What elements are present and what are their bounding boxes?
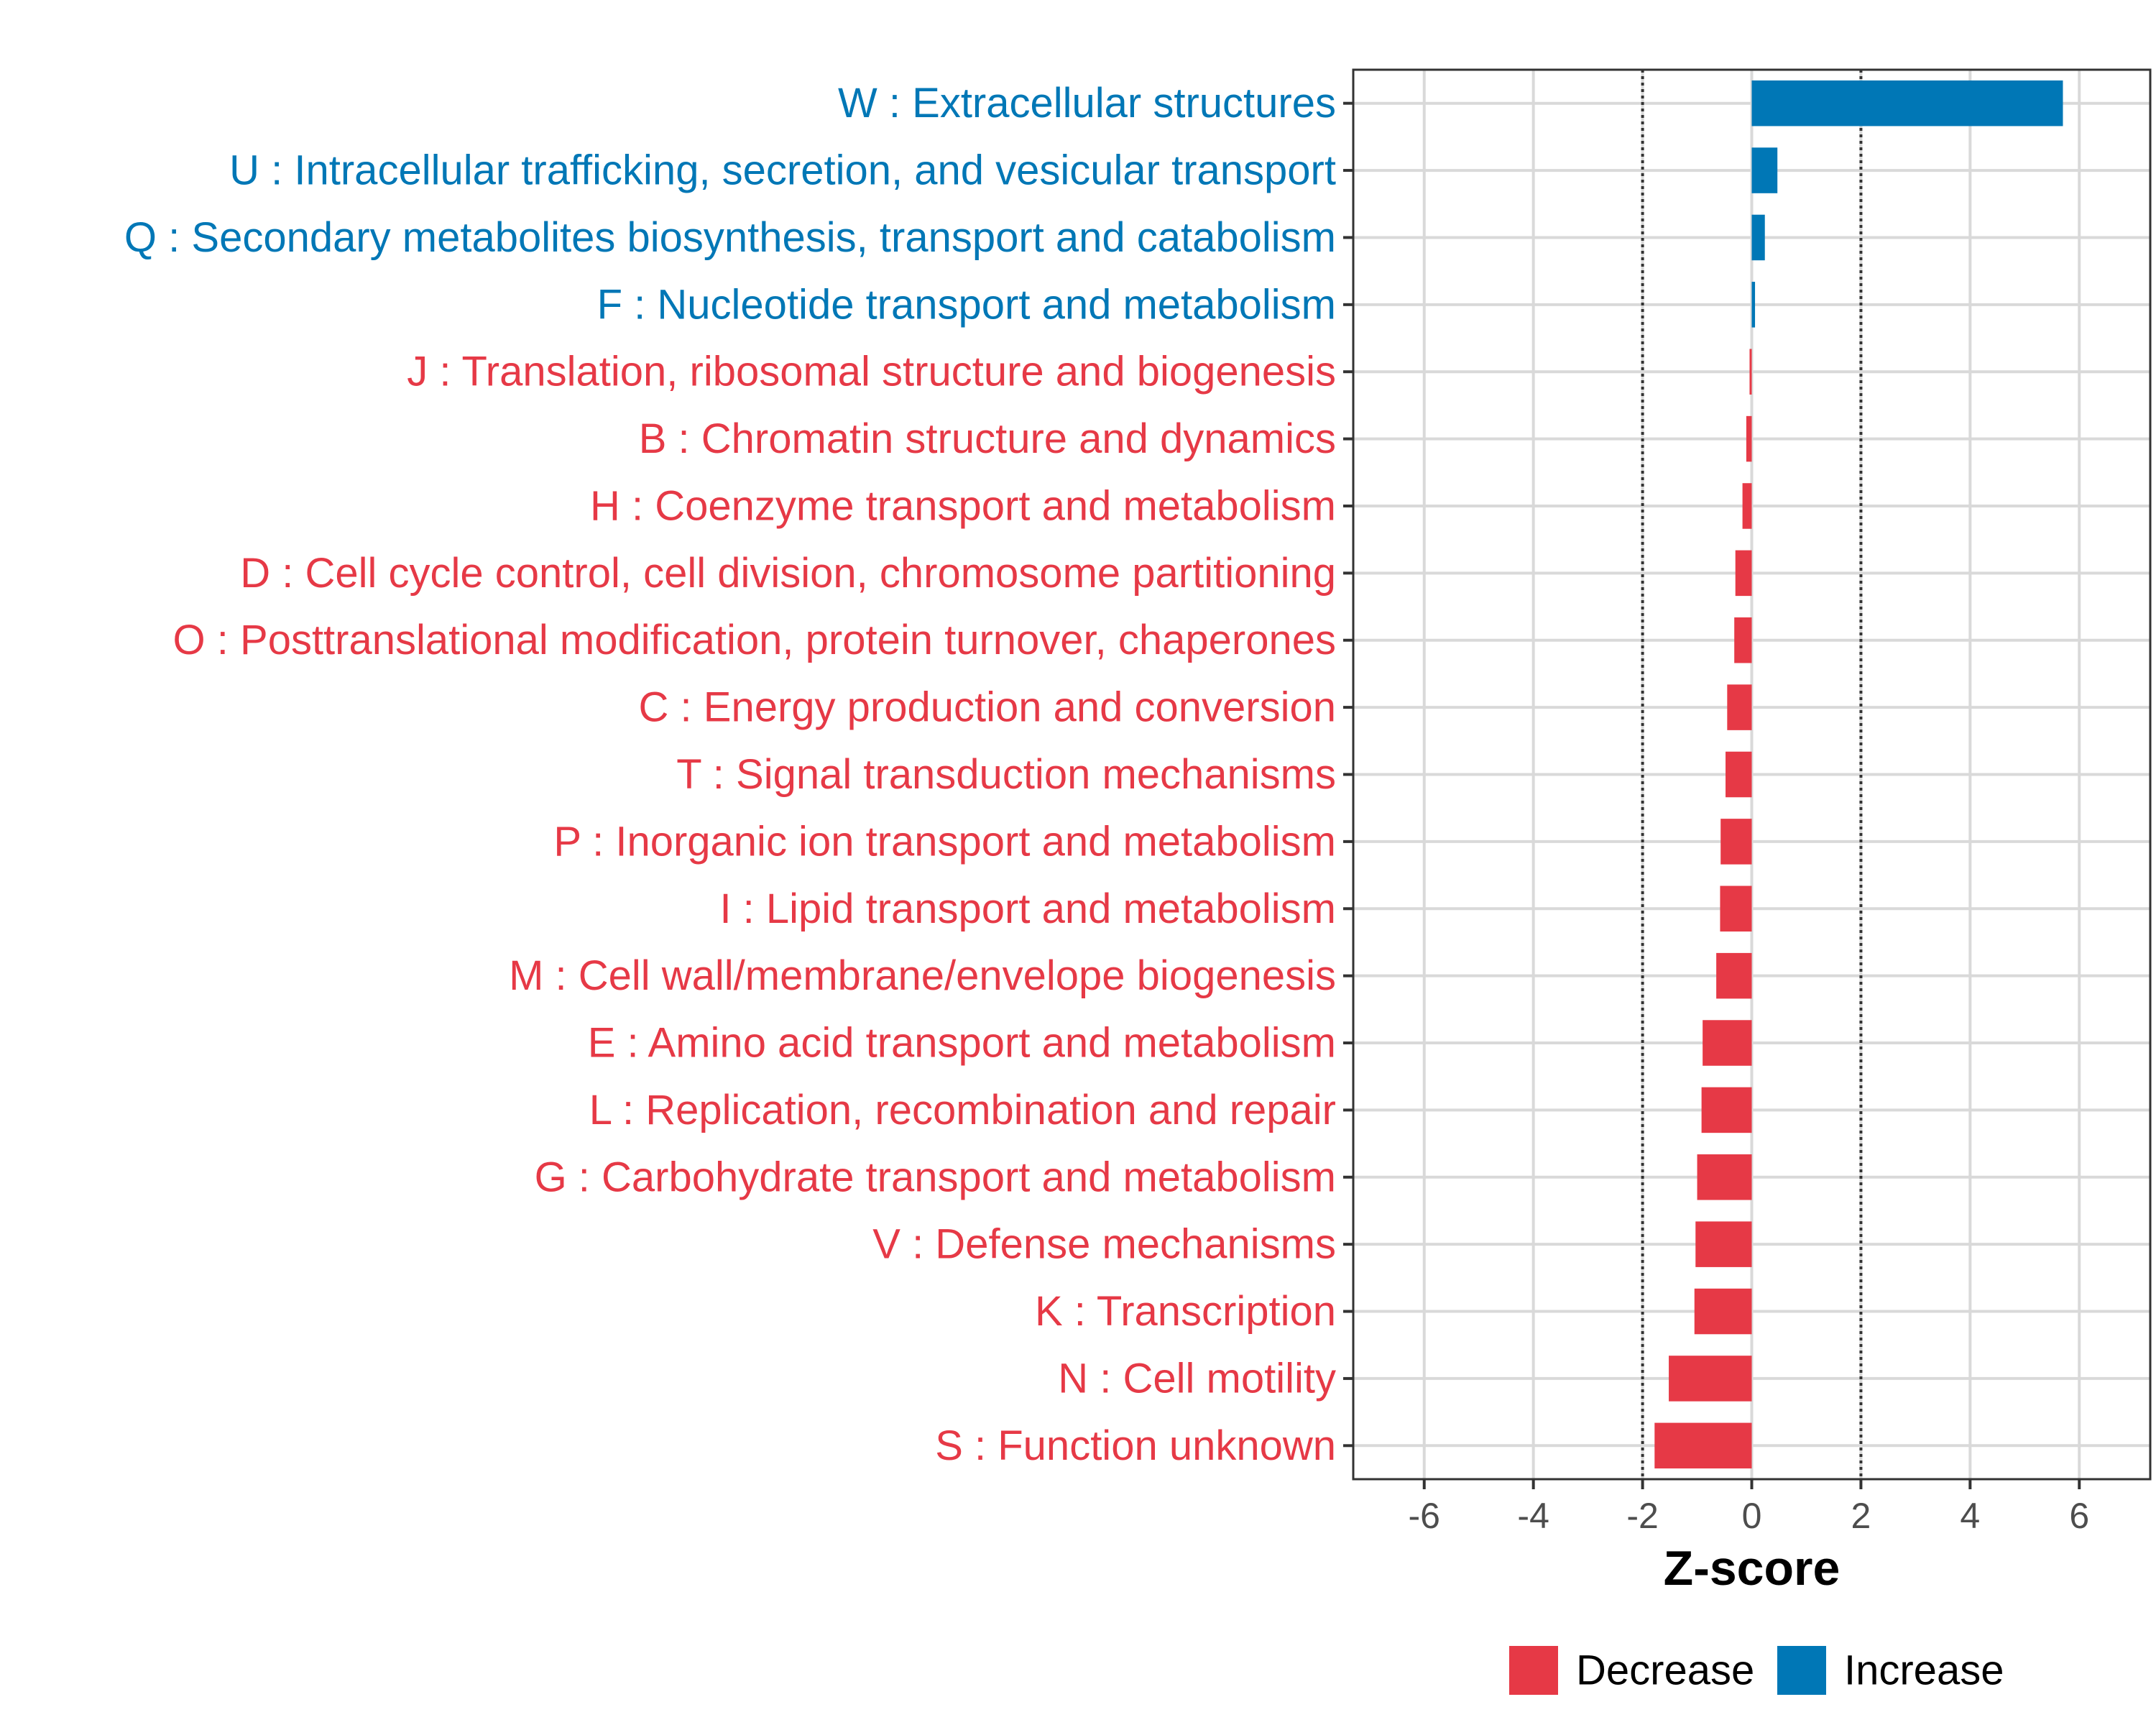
bar-decrease — [1749, 349, 1752, 395]
category-label: J : Translation, ribosomal structure and… — [407, 349, 1336, 395]
category-label: V : Defense mechanisms — [872, 1221, 1336, 1268]
x-axis-ticks: -6 -4 -2 0 2 4 6 — [1409, 1479, 2089, 1536]
category-label: G : Carbohydrate transport and metabolis… — [535, 1154, 1336, 1200]
bar-decrease — [1735, 550, 1752, 597]
x-axis-title: Z-score — [1664, 1541, 1841, 1596]
category-label: U : Intracellular trafficking, secretion… — [229, 147, 1336, 194]
bar-decrease — [1669, 1356, 1752, 1402]
bar-decrease — [1695, 1221, 1752, 1267]
legend: Decrease Increase — [1509, 1646, 2004, 1695]
bar-decrease — [1716, 952, 1752, 999]
bar-decrease — [1742, 483, 1752, 529]
x-tick-label: 2 — [1851, 1496, 1871, 1536]
category-label: H : Coenzyme transport and metabolism — [590, 482, 1336, 529]
bar-increase — [1751, 282, 1756, 328]
legend-label-increase: Increase — [1844, 1647, 2004, 1694]
category-label: L : Replication, recombination and repai… — [589, 1087, 1336, 1133]
category-label: B : Chromatin structure and dynamics — [639, 415, 1336, 462]
bar-increase — [1751, 80, 2063, 126]
x-tick-label: -2 — [1626, 1496, 1658, 1536]
category-label: S : Function unknown — [935, 1422, 1336, 1469]
category-label: P : Inorganic ion transport and metaboli… — [553, 818, 1336, 865]
category-label: T : Signal transduction mechanisms — [676, 751, 1336, 798]
bar-decrease — [1720, 819, 1752, 865]
category-label: O : Posttranslational modification, prot… — [173, 617, 1336, 663]
reference-lines — [1641, 70, 1863, 1479]
category-label: W : Extracellular structures — [838, 80, 1336, 126]
category-label: M : Cell wall/membrane/envelope biogenes… — [509, 952, 1336, 999]
bar-decrease — [1720, 886, 1752, 932]
bar-increase — [1751, 147, 1778, 193]
x-tick-label: 4 — [1960, 1496, 1980, 1536]
x-tick-label: -4 — [1517, 1496, 1549, 1536]
category-label: Q : Secondary metabolites biosynthesis, … — [124, 214, 1336, 261]
category-label: K : Transcription — [1035, 1288, 1336, 1335]
bar-decrease — [1746, 415, 1752, 462]
legend-label-decrease: Decrease — [1576, 1647, 1754, 1694]
legend-key-increase — [1777, 1646, 1826, 1695]
category-label: D : Cell cycle control, cell division, c… — [240, 550, 1336, 597]
x-tick-label: -6 — [1409, 1496, 1440, 1536]
category-label: I : Lipid transport and metabolism — [719, 886, 1336, 932]
legend-key-decrease — [1509, 1646, 1558, 1695]
bar-decrease — [1734, 617, 1752, 663]
y-axis-ticks — [1343, 101, 1353, 1448]
category-label: E : Amino acid transport and metabolism — [588, 1020, 1336, 1067]
bar-decrease — [1726, 751, 1752, 798]
bar-decrease — [1654, 1422, 1752, 1469]
bar-decrease — [1703, 1020, 1752, 1066]
category-label: C : Energy production and conversion — [639, 684, 1336, 731]
bars — [1654, 80, 2063, 1469]
bar-decrease — [1694, 1288, 1752, 1335]
bar-increase — [1751, 214, 1765, 261]
x-tick-label: 6 — [2069, 1496, 2089, 1536]
bar-decrease — [1727, 684, 1752, 730]
category-label: F : Nucleotide transport and metabolism — [597, 281, 1336, 328]
category-label: N : Cell motility — [1058, 1355, 1336, 1402]
category-labels: W : Extracellular structures U : Intracel… — [124, 80, 1336, 1469]
bar-decrease — [1701, 1087, 1752, 1133]
bar-decrease — [1697, 1154, 1752, 1200]
x-tick-label: 0 — [1742, 1496, 1762, 1536]
